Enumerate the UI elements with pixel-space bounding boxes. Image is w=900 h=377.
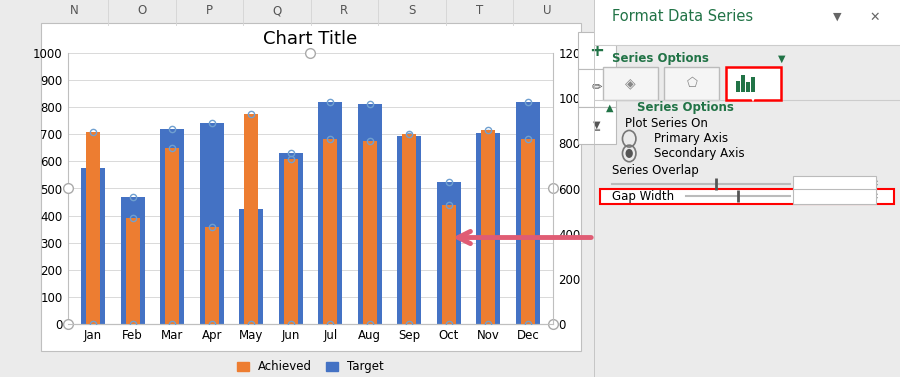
Bar — [239, 209, 263, 324]
Text: Gap Width: Gap Width — [612, 190, 674, 203]
Bar — [402, 134, 416, 324]
Text: +: + — [590, 42, 604, 60]
Text: Secondary Axis: Secondary Axis — [653, 147, 744, 160]
Bar — [166, 148, 179, 324]
Text: ✏: ✏ — [591, 81, 602, 95]
Bar — [244, 114, 258, 324]
FancyBboxPatch shape — [578, 32, 616, 69]
Text: ▼: ▼ — [873, 184, 878, 190]
Bar — [358, 104, 382, 324]
FancyBboxPatch shape — [725, 67, 780, 100]
Bar — [398, 136, 421, 324]
Text: ▼: ▼ — [832, 12, 842, 22]
Bar — [363, 141, 377, 324]
Text: Series Overlap: Series Overlap — [612, 164, 699, 177]
Text: ▲: ▲ — [873, 190, 878, 195]
FancyBboxPatch shape — [578, 107, 616, 144]
Text: P: P — [206, 5, 212, 17]
FancyBboxPatch shape — [578, 69, 616, 107]
Legend: Achieved, Target: Achieved, Target — [232, 356, 389, 377]
Text: ⬠: ⬠ — [687, 77, 698, 90]
Bar — [442, 205, 455, 324]
Bar — [436, 182, 461, 324]
Circle shape — [626, 149, 633, 158]
Text: ═: ═ — [594, 126, 599, 135]
Bar — [205, 227, 219, 324]
Text: -27%: -27% — [809, 179, 838, 188]
Bar — [793, 189, 876, 204]
Text: O: O — [137, 5, 147, 17]
Bar — [121, 197, 145, 324]
Bar — [279, 153, 302, 324]
Text: ▼: ▼ — [593, 120, 600, 130]
FancyBboxPatch shape — [603, 67, 658, 100]
Text: U: U — [543, 5, 551, 17]
Bar — [284, 159, 298, 324]
Text: Series Options: Series Options — [612, 52, 709, 65]
Text: ✕: ✕ — [869, 11, 880, 23]
Bar — [86, 132, 100, 324]
Text: Format Data Series: Format Data Series — [612, 9, 753, 25]
Text: Primary Axis: Primary Axis — [653, 132, 728, 145]
Bar — [793, 176, 876, 191]
Text: 51%: 51% — [811, 192, 836, 201]
Bar — [594, 0, 900, 45]
Text: ▼: ▼ — [778, 54, 785, 63]
Text: ▲: ▲ — [873, 177, 878, 182]
Title: Chart Title: Chart Title — [264, 31, 357, 49]
Text: ▲: ▲ — [607, 103, 614, 112]
Bar — [741, 75, 745, 92]
Bar — [600, 188, 894, 204]
Bar — [476, 133, 500, 324]
Bar — [200, 123, 223, 324]
Text: ▼: ▼ — [873, 197, 878, 202]
Text: R: R — [340, 5, 348, 17]
Bar — [482, 130, 495, 324]
Bar — [323, 139, 338, 324]
Text: N: N — [70, 5, 78, 17]
Bar — [160, 129, 184, 324]
Text: Plot Series On: Plot Series On — [625, 117, 707, 130]
Text: Q: Q — [272, 5, 282, 17]
Bar — [81, 168, 105, 324]
Bar — [126, 218, 140, 324]
Bar — [752, 77, 755, 92]
FancyBboxPatch shape — [664, 67, 719, 100]
Bar — [521, 139, 535, 324]
Bar — [319, 102, 342, 324]
Bar — [516, 102, 540, 324]
Text: T: T — [475, 5, 483, 17]
Bar — [746, 82, 750, 92]
Bar — [735, 81, 740, 92]
Text: ◈: ◈ — [626, 76, 636, 90]
Text: S: S — [408, 5, 416, 17]
Text: Series Options: Series Options — [637, 101, 733, 114]
